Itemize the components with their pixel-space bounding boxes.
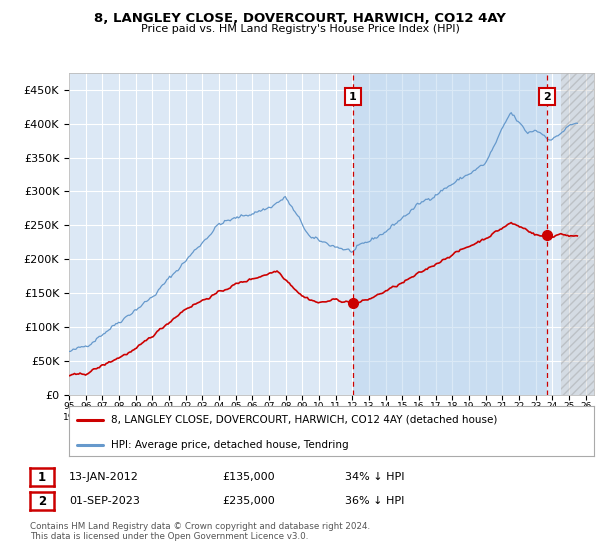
Text: HPI: Average price, detached house, Tendring: HPI: Average price, detached house, Tend…	[111, 440, 349, 450]
Text: £235,000: £235,000	[222, 496, 275, 506]
Text: £135,000: £135,000	[222, 472, 275, 482]
Text: 1: 1	[349, 91, 357, 101]
Text: 1: 1	[38, 470, 46, 484]
Bar	[353, 73, 547, 395]
Text: 8, LANGLEY CLOSE, DOVERCOURT, HARWICH, CO12 4AY: 8, LANGLEY CLOSE, DOVERCOURT, HARWICH, C…	[94, 12, 506, 25]
Text: 01-SEP-2023: 01-SEP-2023	[69, 496, 140, 506]
Text: 8, LANGLEY CLOSE, DOVERCOURT, HARWICH, CO12 4AY (detached house): 8, LANGLEY CLOSE, DOVERCOURT, HARWICH, C…	[111, 414, 497, 424]
Text: Contains HM Land Registry data © Crown copyright and database right 2024.
This d: Contains HM Land Registry data © Crown c…	[30, 522, 370, 542]
Text: 2: 2	[38, 494, 46, 508]
Text: 34% ↓ HPI: 34% ↓ HPI	[345, 472, 404, 482]
Bar	[560, 73, 600, 395]
Text: 13-JAN-2012: 13-JAN-2012	[69, 472, 139, 482]
Text: 36% ↓ HPI: 36% ↓ HPI	[345, 496, 404, 506]
Text: 2: 2	[543, 91, 551, 101]
Text: Price paid vs. HM Land Registry's House Price Index (HPI): Price paid vs. HM Land Registry's House …	[140, 24, 460, 34]
